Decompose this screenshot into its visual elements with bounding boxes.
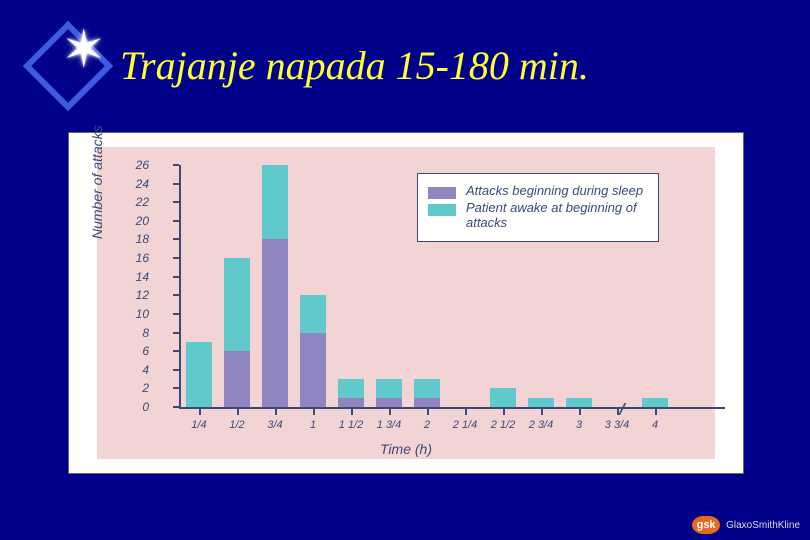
bar-seg-sleep bbox=[300, 333, 326, 407]
legend-label-sleep: Attacks beginning during sleep bbox=[466, 184, 643, 199]
bar bbox=[376, 379, 402, 407]
bar bbox=[642, 398, 668, 407]
bar-seg-sleep bbox=[262, 239, 288, 407]
bar bbox=[414, 379, 440, 407]
bar-seg-awake bbox=[528, 398, 554, 407]
bar bbox=[262, 165, 288, 407]
slide-bullet-icon: ✶ bbox=[24, 22, 114, 112]
legend-swatch-sleep bbox=[428, 187, 456, 199]
bar-seg-awake bbox=[300, 295, 326, 332]
bar-seg-awake bbox=[338, 379, 364, 398]
slide-title: Trajanje napada 15-180 min. bbox=[120, 42, 589, 89]
x-axis-label: Time (h) bbox=[97, 441, 715, 457]
bar-seg-awake bbox=[186, 342, 212, 407]
bar bbox=[224, 258, 250, 407]
bar-seg-sleep bbox=[338, 398, 364, 407]
bar-seg-sleep bbox=[224, 351, 250, 407]
bar-seg-sleep bbox=[376, 398, 402, 407]
legend-item-awake: Patient awake at beginning of attacks bbox=[428, 201, 648, 231]
bar bbox=[528, 398, 554, 407]
bar bbox=[490, 388, 516, 407]
bar-seg-awake bbox=[414, 379, 440, 398]
bar-seg-awake bbox=[262, 165, 288, 239]
bar-seg-awake bbox=[566, 398, 592, 407]
axis-break-icon: // bbox=[619, 399, 621, 420]
bar-seg-awake bbox=[224, 258, 250, 351]
slide-root: ✶ Trajanje napada 15-180 min. Number of … bbox=[0, 0, 810, 540]
bar-seg-awake bbox=[642, 398, 668, 407]
legend-label-awake: Patient awake at beginning of attacks bbox=[466, 201, 648, 231]
chart-plot-bg: Number of attacks Time (h) 0246810121416… bbox=[97, 147, 715, 459]
legend-item-sleep: Attacks beginning during sleep bbox=[428, 184, 648, 199]
y-axis-label: Number of attacks bbox=[89, 125, 105, 239]
bar bbox=[566, 398, 592, 407]
chart-card: Number of attacks Time (h) 0246810121416… bbox=[68, 132, 744, 474]
bar-seg-awake bbox=[376, 379, 402, 398]
bar bbox=[300, 295, 326, 407]
bar bbox=[186, 342, 212, 407]
legend-swatch-awake bbox=[428, 204, 456, 216]
gsk-mark-icon: gsk bbox=[692, 516, 720, 534]
gsk-text: GlaxoSmithKline bbox=[726, 520, 800, 531]
chart-legend: Attacks beginning during sleep Patient a… bbox=[417, 173, 659, 242]
bar-seg-sleep bbox=[414, 398, 440, 407]
starburst-icon: ✶ bbox=[62, 20, 106, 80]
bar-seg-awake bbox=[490, 388, 516, 407]
x-axis bbox=[179, 407, 725, 409]
y-axis bbox=[179, 165, 181, 409]
gsk-logo: gsk GlaxoSmithKline bbox=[692, 516, 800, 534]
bar bbox=[338, 379, 364, 407]
